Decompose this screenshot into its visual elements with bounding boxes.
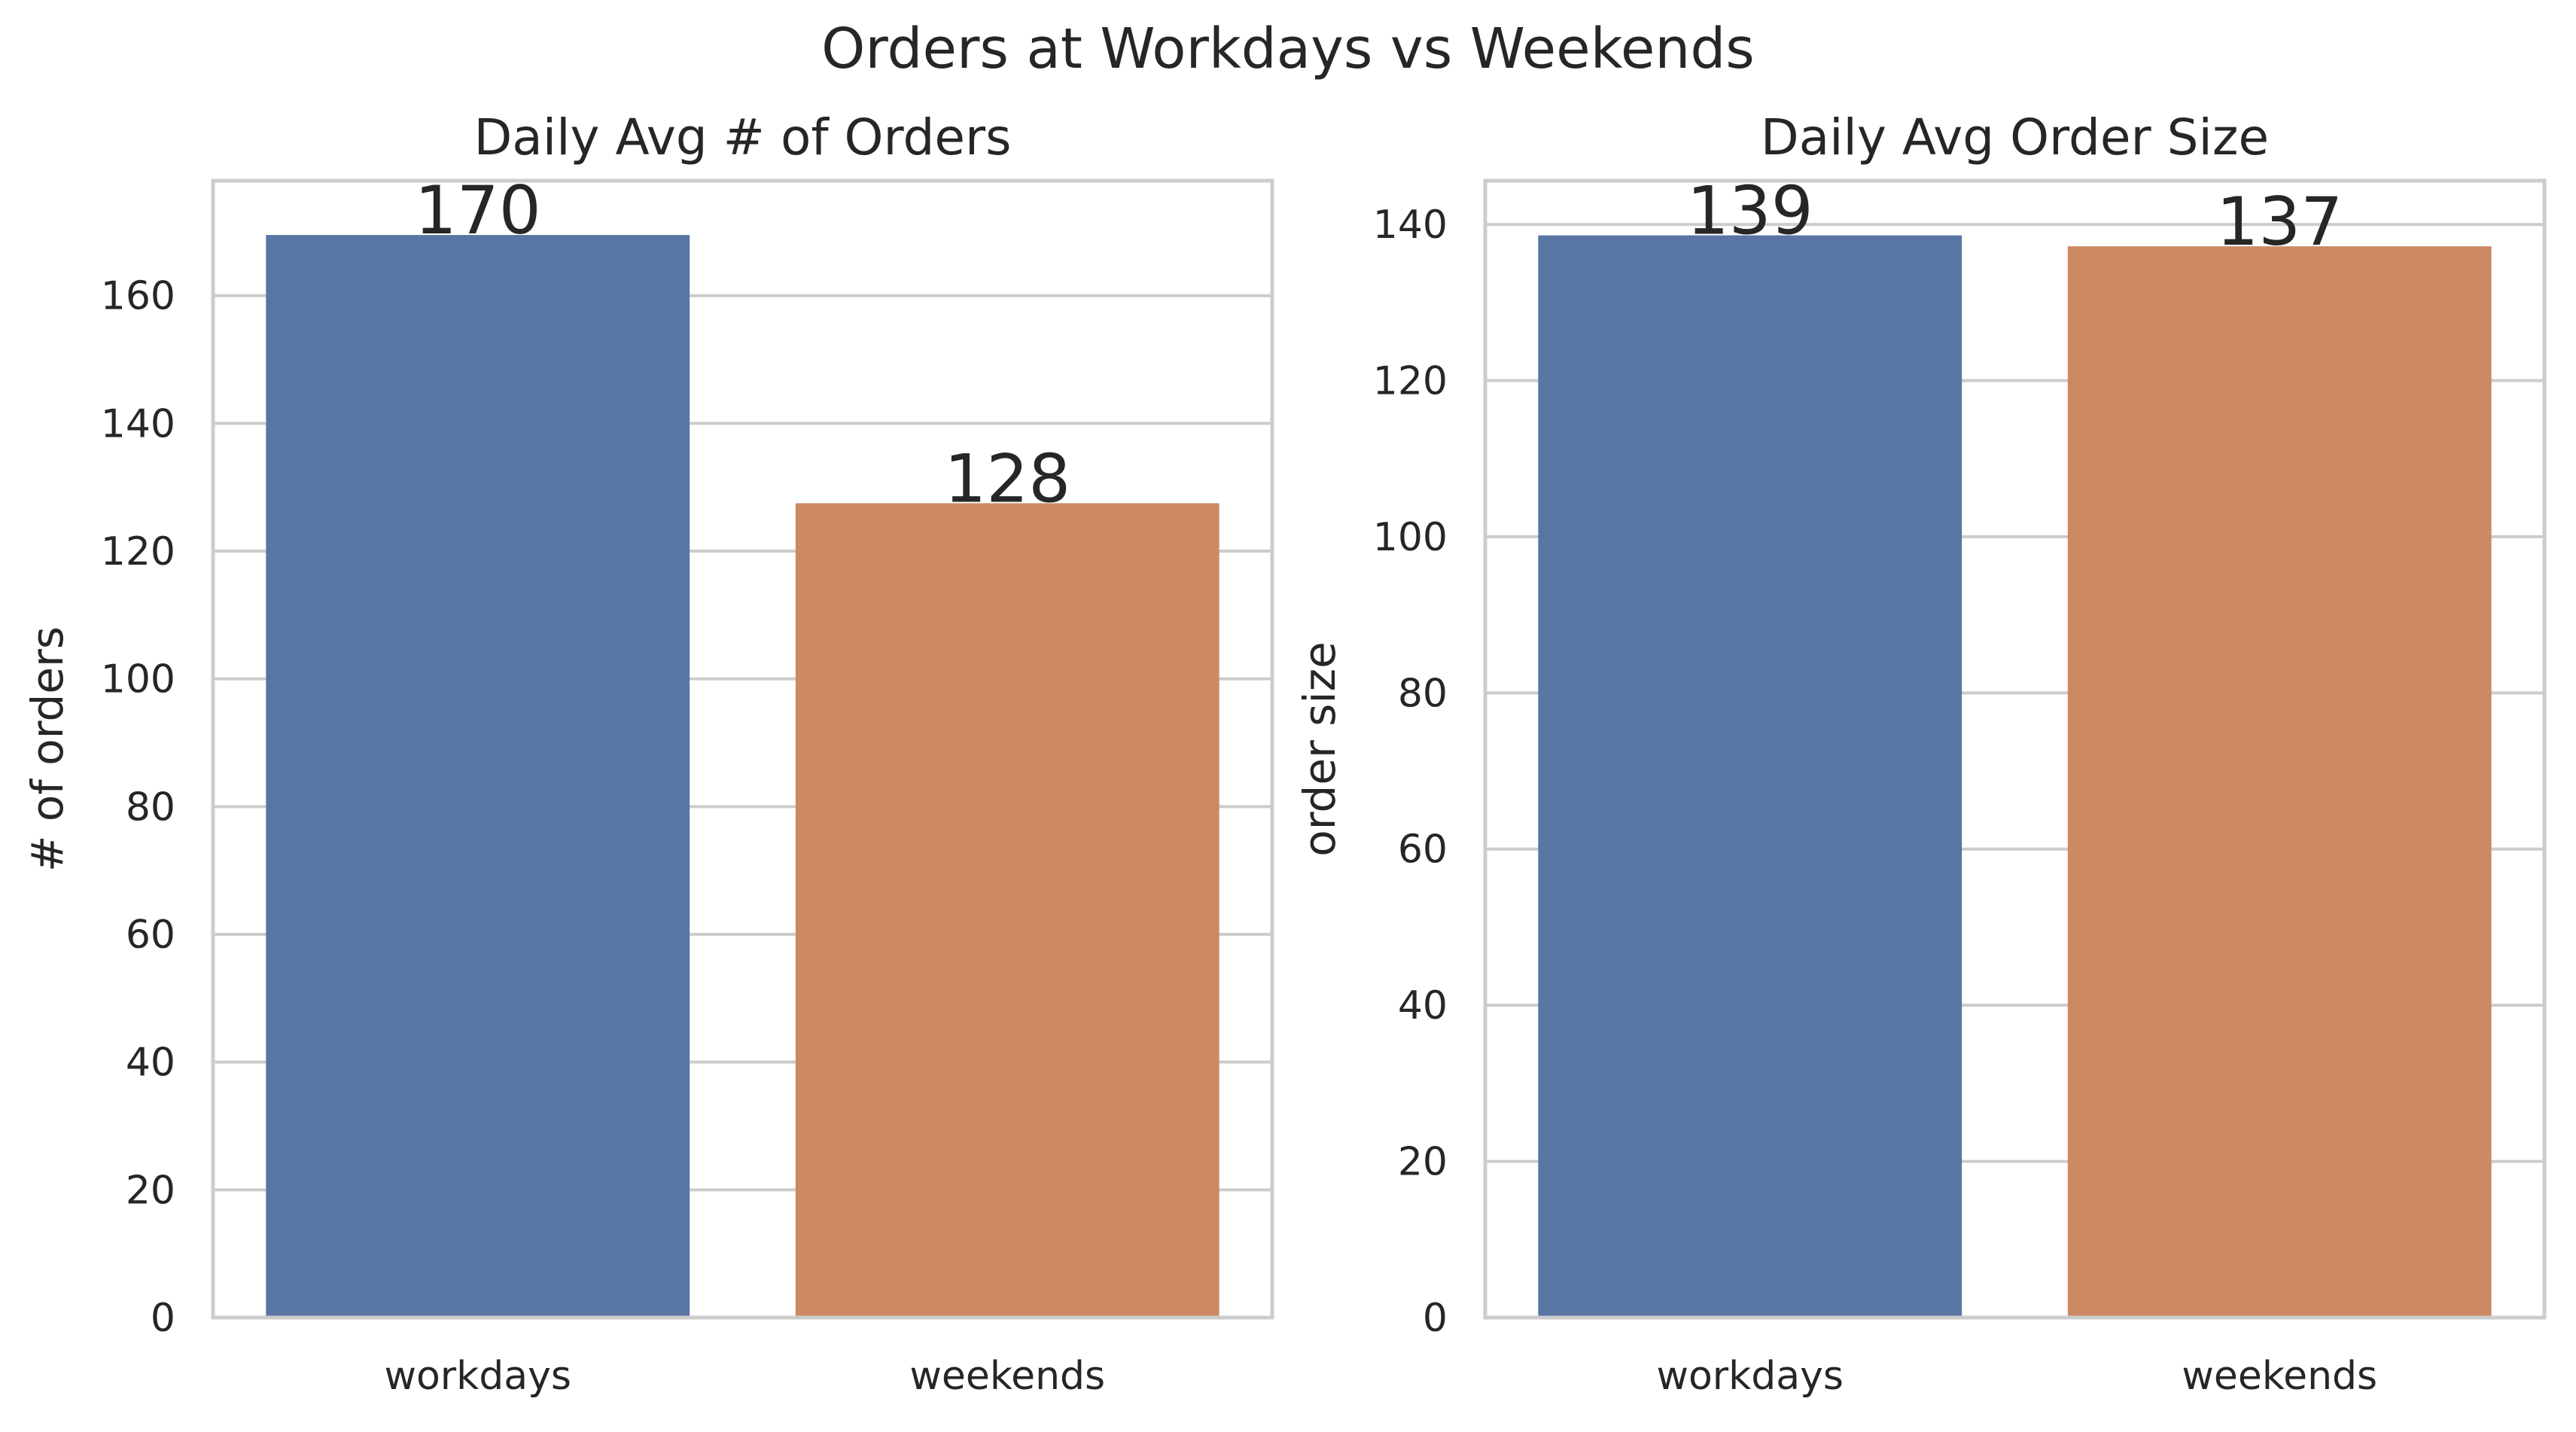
bar-weekends — [2067, 246, 2492, 1318]
axes-frame — [211, 178, 1274, 1320]
y-tick-label: 140 — [101, 401, 175, 446]
y-tick-label: 40 — [126, 1040, 175, 1086]
y-tick-label: 60 — [1398, 827, 1448, 873]
y-tick-label: 160 — [101, 274, 175, 319]
y-tick-label: 20 — [1398, 1140, 1448, 1185]
bar-value-label: 128 — [944, 440, 1070, 517]
y-tick-label: 0 — [1423, 1296, 1448, 1341]
y-tick-label: 80 — [126, 785, 175, 830]
bar-workdays — [1538, 235, 1962, 1318]
subplot-title: Daily Avg Order Size — [1761, 108, 2269, 166]
x-tick-label: workdays — [1656, 1354, 1844, 1399]
bar-workdays — [266, 235, 690, 1318]
x-tick-label: weekends — [2182, 1354, 2377, 1399]
y-tick-label: 100 — [1373, 515, 1448, 560]
subplot-2: 139 workdays 137 weekends 0 20 40 60 80 100 120 140… — [1294, 108, 2547, 1399]
axes-frame — [1483, 178, 2547, 1320]
y-tick-label: 60 — [126, 913, 175, 958]
y-tick-label: 80 — [1398, 671, 1448, 716]
subplot-1: 170 workdays 128 weekends 0 20 40 60 80 100 120 140… — [22, 108, 1274, 1399]
y-axis-label: order size — [1294, 641, 1345, 857]
y-tick-label: 120 — [101, 529, 175, 574]
subplot-title: Daily Avg # of Orders — [473, 108, 1011, 166]
x-tick-label: weekends — [909, 1354, 1105, 1399]
bar-value-label: 137 — [2216, 183, 2343, 261]
bar-weekends — [795, 503, 1219, 1318]
x-tick-label: workdays — [384, 1354, 571, 1399]
y-tick-label: 140 — [1373, 203, 1448, 248]
figure-title: Orders at Workdays vs Weekends — [821, 17, 1755, 81]
bar-value-label: 170 — [415, 172, 541, 249]
y-axis-label: # of orders — [22, 626, 73, 872]
y-tick-label: 40 — [1398, 983, 1448, 1028]
y-tick-label: 100 — [101, 657, 175, 702]
y-tick-label: 120 — [1373, 358, 1448, 404]
y-tick-label: 20 — [126, 1168, 175, 1213]
bar-value-label: 139 — [1687, 172, 1813, 250]
y-tick-label: 0 — [151, 1296, 175, 1341]
